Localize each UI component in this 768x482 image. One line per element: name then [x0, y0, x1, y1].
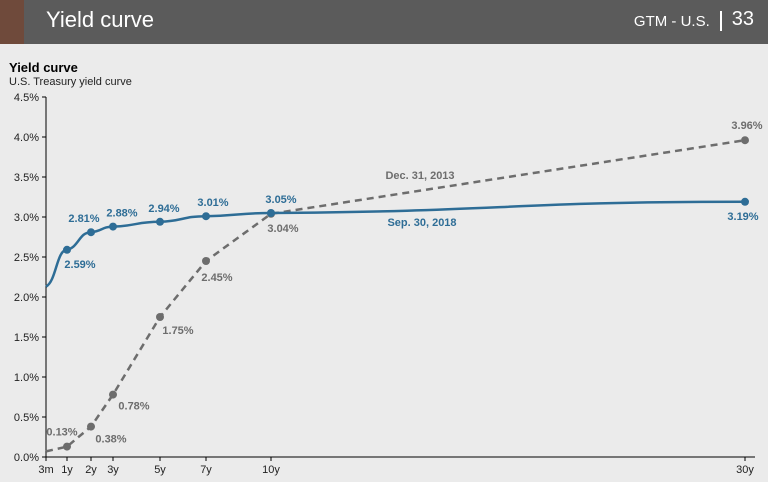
chart-subtitle: U.S. Treasury yield curve [9, 76, 132, 88]
x-tick-label: 3m [38, 464, 53, 476]
data-label-dec-2013: 0.13% [46, 427, 77, 439]
series-line-sep-2018 [45, 200, 746, 288]
chart-title: Yield curve [9, 60, 78, 75]
header-right: GTM - U.S. 33 [633, 8, 754, 31]
header-divider [719, 11, 722, 31]
chart-panel [0, 44, 768, 482]
series-name-sep-2018: Sep. 30, 2018 [387, 217, 456, 229]
header-accent [0, 0, 24, 44]
data-point-sep-2018 [109, 222, 117, 231]
data-label-dec-2013: 0.38% [95, 434, 126, 446]
series-name-dec-2013: Dec. 31, 2013 [385, 170, 454, 182]
data-label-dec-2013: 2.45% [201, 272, 232, 284]
data-point-sep-2018 [156, 217, 164, 226]
data-point-sep-2018 [63, 245, 71, 254]
data-point-sep-2018 [87, 228, 95, 237]
data-label-dec-2013: 1.75% [162, 325, 193, 337]
header-bar: Yield curve GTM - U.S. 33 [0, 0, 768, 44]
data-point-dec-2013 [156, 313, 164, 321]
x-tick-label: 30y [736, 464, 754, 476]
data-point-sep-2018 [741, 197, 749, 206]
section-label: GTM - U.S. [633, 12, 710, 30]
data-label-sep-2018: 2.94% [148, 203, 179, 215]
data-point-sep-2018 [267, 209, 275, 217]
data-label-sep-2018: 3.19% [727, 211, 758, 223]
data-label-sep-2018: 2.81% [68, 213, 99, 225]
y-tick-label: 3.5% [14, 172, 39, 184]
data-point-dec-2013 [202, 257, 210, 265]
y-tick-label: 4.5% [14, 92, 39, 104]
y-tick-label: 0.5% [14, 412, 39, 424]
y-tick-label: 4.0% [14, 132, 39, 144]
data-label-sep-2018: 2.59% [64, 259, 95, 271]
page-number: 33 [731, 8, 754, 30]
data-point-dec-2013 [87, 422, 95, 431]
x-tick-label: 2y [85, 464, 97, 476]
x-tick-label: 5y [154, 464, 166, 476]
y-tick-label: 2.0% [14, 292, 39, 304]
x-tick-label: 1y [61, 464, 73, 476]
series-line-dec-2013 [45, 138, 746, 453]
y-tick-label: 3.0% [14, 212, 39, 224]
data-point-dec-2013 [109, 390, 117, 399]
data-label-sep-2018: 2.88% [106, 208, 137, 220]
y-tick-label: 1.0% [14, 372, 39, 384]
data-point-dec-2013 [63, 442, 71, 451]
data-label-sep-2018: 3.05% [265, 194, 296, 206]
x-tick-label: 10y [262, 464, 280, 476]
data-label-sep-2018: 3.01% [197, 197, 228, 209]
x-tick-label: 7y [200, 464, 212, 476]
y-tick-label: 1.5% [14, 332, 39, 344]
y-tick-label: 2.5% [14, 252, 39, 264]
data-point-dec-2013 [741, 136, 749, 145]
data-label-dec-2013: 3.96% [731, 120, 762, 132]
data-label-dec-2013: 0.78% [118, 401, 149, 413]
data-label-dec-2013: 3.04% [267, 223, 298, 235]
page-title: Yield curve [46, 7, 155, 32]
x-tick-label: 3y [107, 464, 119, 476]
y-tick-label: 0.0% [14, 452, 39, 464]
data-point-sep-2018 [202, 212, 210, 221]
